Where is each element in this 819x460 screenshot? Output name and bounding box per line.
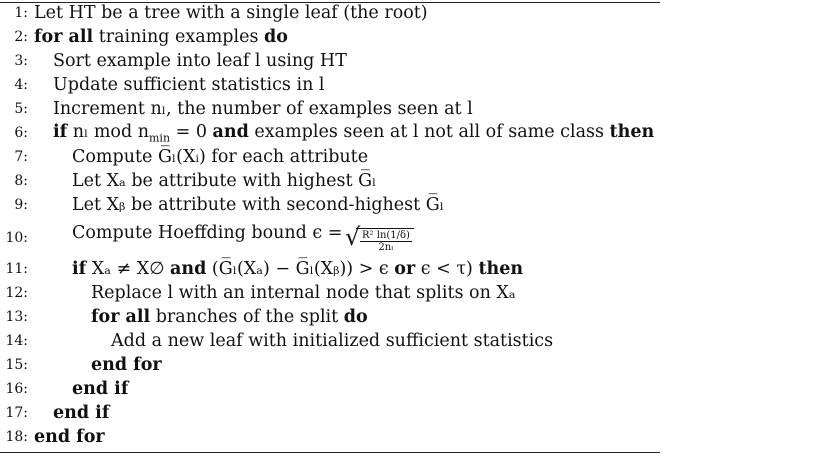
line-code: for all branches of the split do <box>34 307 368 327</box>
line-text: Let Xᵦ be attribute with second-highest … <box>72 195 444 215</box>
algorithm-line-10: 10: Compute Hoeffding bound ϵ = R² ln(1/… <box>0 223 414 253</box>
line-number: 6: <box>14 125 28 141</box>
algorithm-line-5: 5: Increment nₗ, the number of examples … <box>0 97 473 121</box>
line-code: end for <box>34 355 162 375</box>
sqrt-expression: R² ln(1/δ) 2nₗ <box>345 223 414 253</box>
line-text: Replace l with an internal node that spl… <box>91 283 516 303</box>
keyword: end for <box>91 355 162 375</box>
keyword: then <box>478 259 524 279</box>
line-text: Compute G̅ₗ(Xᵢ) for each attribute <box>72 147 369 167</box>
line-number: 10: <box>5 230 28 246</box>
keyword: do <box>343 307 368 327</box>
line-number: 12: <box>5 285 28 301</box>
line-code: Compute Hoeffding bound ϵ = R² ln(1/δ) 2… <box>34 223 414 253</box>
keyword: if <box>53 121 68 142</box>
line-number: 11: <box>5 261 28 277</box>
line-text: (G̅ₗ(Xₐ) − G̅ₗ(Xᵦ)) > ϵ <box>206 259 395 279</box>
algorithm-line-1: 1: Let HT be a tree with a single leaf (… <box>0 1 428 25</box>
algorithm-line-8: 8: Let Xₐ be attribute with highest G̅ₗ <box>0 169 376 193</box>
keyword: then <box>609 121 655 142</box>
keyword: end if <box>53 403 110 423</box>
fraction-numerator: R² ln(1/δ) <box>360 230 412 242</box>
algorithm-line-2: 2: for all training examples do <box>0 25 288 49</box>
line-text: Increment nₗ, the number of examples see… <box>53 99 473 119</box>
line-code: end if <box>34 403 109 423</box>
keyword: do <box>264 27 288 47</box>
line-code: for all training examples do <box>34 27 288 47</box>
line-code: end if <box>34 379 128 399</box>
keyword: and <box>212 121 249 142</box>
line-number: 7: <box>14 149 28 165</box>
line-number: 2: <box>14 29 28 45</box>
line-number: 13: <box>5 309 28 325</box>
bottom-rule <box>0 452 660 453</box>
algorithm-line-11: 11: if Xₐ ≠ X∅ and (G̅ₗ(Xₐ) − G̅ₗ(Xᵦ)) >… <box>0 257 523 281</box>
line-number: 8: <box>14 173 28 189</box>
algorithm-line-12: 12: Replace l with an internal node that… <box>0 281 516 305</box>
algorithm-line-16: 16: end if <box>0 377 128 401</box>
line-text: Let HT be a tree with a single leaf (the… <box>34 3 428 23</box>
line-text: Xₐ ≠ X∅ <box>86 259 171 279</box>
line-number: 16: <box>5 381 28 397</box>
algorithm-line-18: 18: end for <box>0 425 105 449</box>
line-text: Add a new leaf with initialized sufficie… <box>111 331 554 351</box>
algorithm-line-13: 13: for all branches of the split do <box>0 305 368 329</box>
line-number: 9: <box>14 197 28 213</box>
fraction-denominator: 2nₗ <box>378 242 394 253</box>
line-number: 5: <box>14 101 28 117</box>
line-number: 15: <box>5 357 28 373</box>
line-code: end for <box>34 427 105 447</box>
algorithm-line-6: 6: if nₗ mod nmin = 0 and examples seen … <box>0 121 654 145</box>
line-text: = 0 <box>170 121 213 142</box>
line-code: if nₗ mod nmin = 0 and examples seen at … <box>34 122 654 145</box>
line-text: Compute Hoeffding bound ϵ = <box>72 223 343 243</box>
line-text: nₗ mod n <box>67 121 149 142</box>
keyword: for all <box>34 27 94 47</box>
algorithm-line-7: 7: Compute G̅ₗ(Xᵢ) for each attribute <box>0 145 368 169</box>
algorithm-line-17: 17: end if <box>0 401 109 425</box>
algorithm-line-15: 15: end for <box>0 353 162 377</box>
top-rule <box>0 2 660 3</box>
line-text: Sort example into leaf l using HT <box>53 51 347 71</box>
line-code: if Xₐ ≠ X∅ and (G̅ₗ(Xₐ) − G̅ₗ(Xᵦ)) > ϵ o… <box>34 259 523 279</box>
keyword: and <box>170 259 207 279</box>
line-number: 14: <box>5 333 28 349</box>
line-text: ϵ < τ) <box>415 259 479 279</box>
algorithm-line-4: 4: Update sufficient statistics in l <box>0 73 325 97</box>
line-number: 17: <box>5 405 28 421</box>
algorithm-line-14: 14: Add a new leaf with initialized suff… <box>0 329 553 353</box>
algorithm-line-3: 3: Sort example into leaf l using HT <box>0 49 347 73</box>
line-text: branches of the split <box>150 307 344 327</box>
keyword: or <box>394 259 416 279</box>
line-text: training examples <box>93 27 265 47</box>
keyword: end for <box>34 427 105 447</box>
line-number: 1: <box>14 5 28 21</box>
line-number: 18: <box>5 429 28 445</box>
algorithm-line-9: 9: Let Xᵦ be attribute with second-highe… <box>0 193 444 217</box>
keyword: end if <box>72 379 129 399</box>
line-text: Let Xₐ be attribute with highest G̅ₗ <box>72 171 377 191</box>
line-number: 3: <box>14 53 28 69</box>
fraction: R² ln(1/δ) 2nₗ <box>360 230 412 253</box>
line-number: 4: <box>14 77 28 93</box>
keyword: if <box>72 259 87 279</box>
subscript: min <box>149 131 171 145</box>
line-text: Update sufficient statistics in l <box>53 75 325 95</box>
keyword: for all <box>91 307 151 327</box>
line-text: examples seen at l not all of same class <box>248 121 610 142</box>
